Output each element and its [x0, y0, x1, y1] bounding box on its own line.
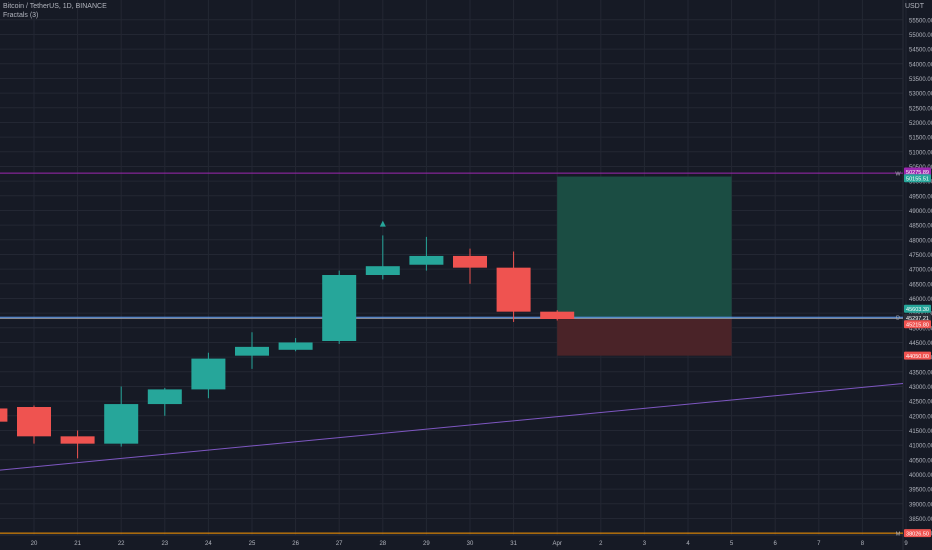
price-label-background	[904, 174, 931, 183]
x-tick-label: 5	[730, 541, 734, 547]
y-tick-label: 54000.00	[909, 62, 932, 68]
candle-body[interactable]	[147, 389, 182, 405]
x-tick-label: 28	[379, 541, 386, 547]
y-tick-label: 43000.00	[909, 385, 932, 391]
x-tick-label: 4	[686, 541, 690, 547]
y-tick-label: 41500.00	[909, 429, 932, 435]
price-label: 45297.21	[906, 316, 929, 322]
long-position-stop-zone[interactable]	[557, 319, 732, 356]
price-label-background	[904, 320, 931, 329]
fractal-up-marker	[379, 220, 386, 227]
x-tick-label: 21	[74, 541, 81, 547]
currency-label: USDT	[904, 3, 924, 10]
y-tick-label: 42000.00	[909, 414, 932, 420]
x-tick-label: 31	[510, 541, 517, 547]
y-tick-label: 46500.00	[909, 282, 932, 288]
candle-body[interactable]	[540, 311, 575, 319]
y-tick-label: 38500.00	[909, 517, 932, 523]
x-tick-label: 24	[205, 541, 212, 547]
level-tag: W	[895, 172, 901, 178]
price-label: 45215.80	[906, 323, 929, 329]
y-tick-label: 52000.00	[909, 121, 932, 127]
y-tick-label: 55500.00	[909, 18, 932, 24]
y-tick-label: 47500.00	[909, 253, 932, 259]
candle-body[interactable]	[60, 436, 95, 444]
x-tick-label: 7	[817, 541, 821, 547]
y-tick-label: 46000.00	[909, 297, 932, 303]
y-tick-label: 52500.00	[909, 106, 932, 112]
x-tick-label: 30	[467, 541, 474, 547]
x-tick-label: 6	[774, 541, 778, 547]
candle-body[interactable]	[453, 255, 487, 268]
y-tick-label: 55000.00	[909, 33, 932, 39]
candle-body[interactable]	[322, 275, 357, 341]
symbol-title[interactable]: Bitcoin / TetherUS, 1D, BINANCE	[3, 3, 107, 10]
y-tick-label: 45000.00	[909, 326, 932, 332]
price-label: 50275.89	[906, 170, 929, 176]
y-tick-label: 42500.00	[909, 400, 932, 406]
price-label: 38026.50	[906, 531, 929, 537]
x-tick-label: 9	[904, 541, 908, 547]
candle-body[interactable]	[104, 404, 139, 444]
y-tick-label: 49000.00	[909, 209, 932, 215]
price-label: 45603.30	[906, 307, 929, 313]
x-tick-label: 25	[249, 541, 256, 547]
x-tick-label: 29	[423, 541, 430, 547]
long-position-target-zone[interactable]	[557, 176, 732, 320]
price-label-background	[904, 313, 931, 322]
y-tick-label: 51500.00	[909, 136, 932, 142]
y-tick-label: 48000.00	[909, 238, 932, 244]
y-tick-label: 53000.00	[909, 92, 932, 98]
x-tick-label: 26	[292, 541, 299, 547]
candle-body[interactable]	[278, 342, 313, 350]
price-label-background	[904, 304, 931, 313]
y-tick-label: 41000.00	[909, 444, 932, 450]
y-tick-label: 39500.00	[909, 488, 932, 494]
candle-body[interactable]	[409, 255, 444, 265]
x-tick-label: 23	[161, 541, 168, 547]
price-label: 44050.00	[906, 354, 929, 360]
x-tick-label: 22	[118, 541, 125, 547]
x-tick-label: 2	[599, 541, 603, 547]
y-tick-label: 47000.00	[909, 268, 932, 274]
x-tick-label: 20	[31, 541, 38, 547]
y-tick-label: 50000.00	[909, 180, 932, 186]
candle-body[interactable]	[191, 358, 226, 390]
y-tick-label: 44500.00	[909, 341, 932, 347]
price-label: 50155.51	[906, 177, 929, 183]
indicator-label[interactable]: Fractals (3)	[3, 12, 39, 19]
price-label-background	[904, 351, 931, 360]
candle-body[interactable]	[0, 408, 8, 422]
x-tick-label: 8	[861, 541, 865, 547]
y-tick-label: 43500.00	[909, 370, 932, 376]
y-tick-label: 40000.00	[909, 473, 932, 479]
y-tick-label: 53500.00	[909, 77, 932, 83]
candle-body[interactable]	[235, 346, 269, 356]
x-tick-label: 27	[336, 541, 343, 547]
candle-body[interactable]	[496, 267, 531, 312]
y-tick-label: 48500.00	[909, 224, 932, 230]
price-label-background	[904, 167, 931, 176]
level-tag: M	[896, 532, 901, 538]
y-tick-label: 49500.00	[909, 194, 932, 200]
x-tick-label: 3	[643, 541, 647, 547]
trend-line[interactable]	[0, 383, 904, 471]
y-tick-label: 54500.00	[909, 48, 932, 54]
candle-body[interactable]	[17, 407, 51, 437]
y-tick-label: 40500.00	[909, 458, 932, 464]
price-label-background	[904, 529, 931, 538]
x-tick-label: Apr	[553, 541, 562, 547]
y-tick-label: 39000.00	[909, 502, 932, 508]
candle-body[interactable]	[365, 266, 400, 275]
y-tick-label: 51000.00	[909, 150, 932, 156]
